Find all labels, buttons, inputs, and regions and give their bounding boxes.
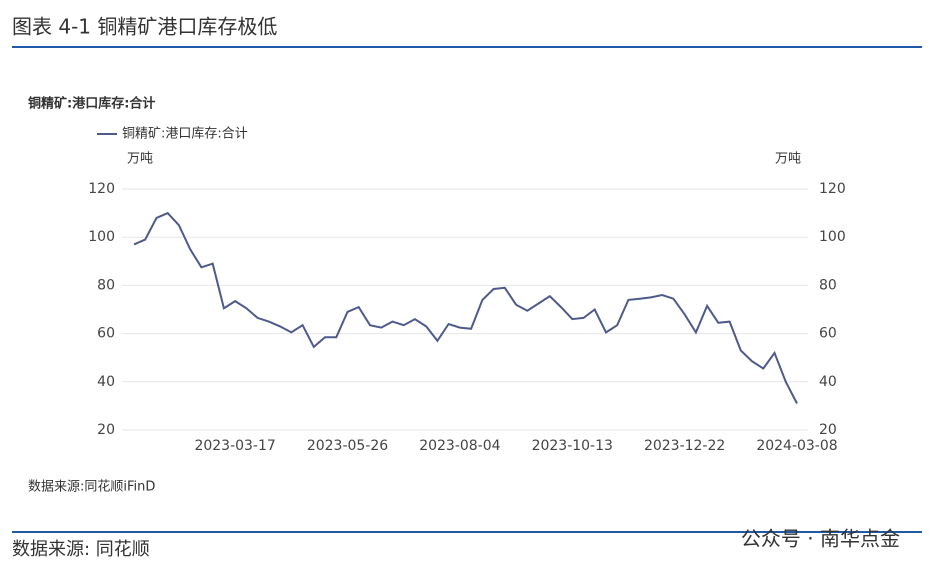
y-tick-label: 20 [97,422,115,438]
y2-tick-label: 20 [819,422,837,438]
x-tick-label: 2023-03-17 [194,438,275,454]
y2-tick-label: 60 [819,326,837,342]
y-tick-label: 100 [88,229,115,245]
y2-tick-label: 80 [819,277,837,293]
x-tick-label: 2023-08-04 [419,438,500,454]
legend-label: 铜精矿:港口库存:合计 [122,126,248,142]
footer-rule [12,531,922,533]
watermark: 公众号 · 南华点金 [741,527,900,551]
footer-source: 数据来源: 同花顺 [12,539,150,560]
y2-unit: 万吨 [775,152,801,167]
x-tick-label: 2024-03-08 [756,438,837,454]
y-tick-label: 120 [88,181,115,197]
y-tick-label: 60 [97,326,115,342]
figure-title: 图表 4-1 铜精矿港口库存极低 [12,15,277,39]
x-tick-label: 2023-10-13 [532,438,613,454]
chart-title: 铜精矿:港口库存:合计 [27,96,155,112]
x-tick-label: 2023-05-26 [307,438,388,454]
y-unit: 万吨 [127,152,153,167]
chart-source: 数据来源:同花顺iFinD [28,479,155,495]
series-line [133,211,798,404]
y2-tick-label: 100 [819,229,846,245]
y-tick-label: 80 [97,277,115,293]
y-tick-label: 40 [97,374,115,390]
y2-tick-label: 120 [819,181,846,197]
x-tick-label: 2023-12-22 [644,438,725,454]
title-rule [12,46,922,48]
y2-tick-label: 40 [819,374,837,390]
